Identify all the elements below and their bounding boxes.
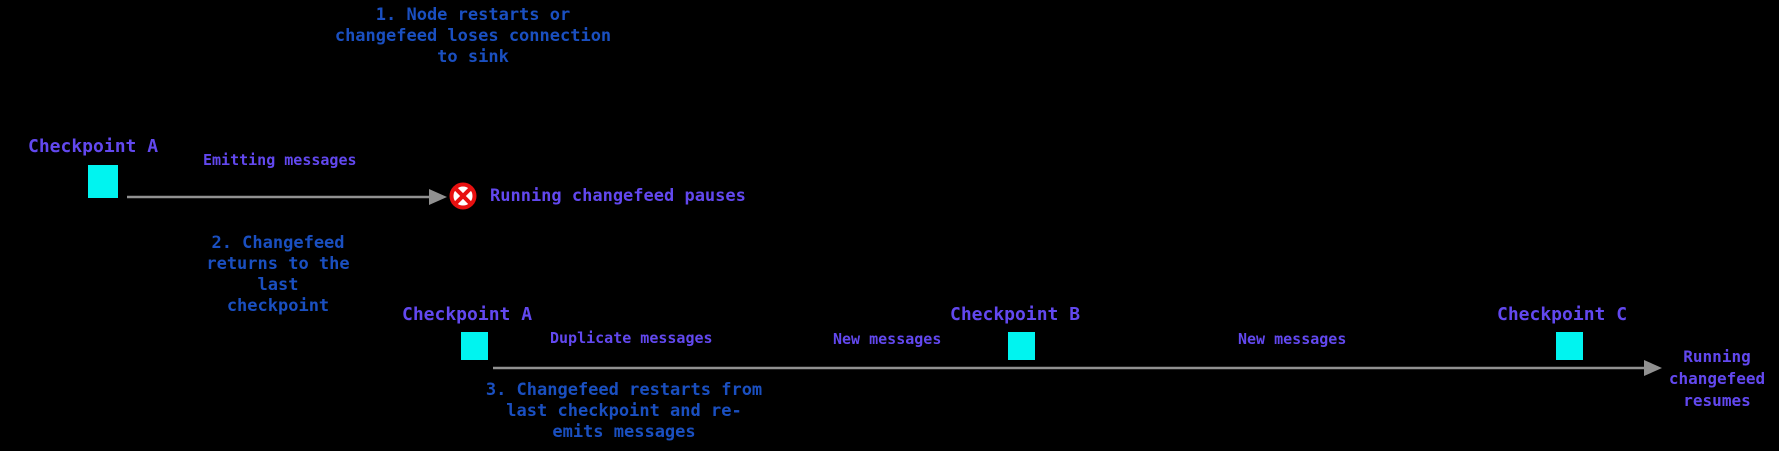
step3-note: 3. Changefeed restarts from last checkpo… <box>485 380 763 442</box>
running-changefeed-pauses-label: Running changefeed pauses <box>490 186 746 206</box>
step1-note: 1. Node restarts or changefeed loses con… <box>334 5 612 67</box>
duplicate-messages-label: Duplicate messages <box>550 329 713 347</box>
checkpoint-b-marker <box>1008 332 1035 360</box>
checkpoint-c-label: Checkpoint C <box>1497 304 1628 325</box>
new-messages-2-label: New messages <box>1238 330 1347 348</box>
emitting-arrow <box>127 189 447 205</box>
checkpoint-a-marker-timeline2 <box>461 332 488 360</box>
checkpoint-a-marker-timeline1 <box>88 165 118 198</box>
checkpoint-a-label-timeline2: Checkpoint A <box>402 304 533 325</box>
checkpoint-b-label: Checkpoint B <box>950 304 1081 325</box>
step2-note: 2. Changefeed returns to the last checkp… <box>206 233 350 316</box>
emitting-messages-label: Emitting messages <box>203 151 357 169</box>
checkpoint-c-marker <box>1556 332 1583 360</box>
resume-timeline-arrow <box>493 360 1662 376</box>
new-messages-1-label: New messages <box>833 330 942 348</box>
changefeed-paused-icon <box>449 182 477 210</box>
running-changefeed-resumes-label: Running changefeed resumes <box>1668 347 1766 410</box>
checkpoint-a-label-timeline1: Checkpoint A <box>28 136 159 157</box>
